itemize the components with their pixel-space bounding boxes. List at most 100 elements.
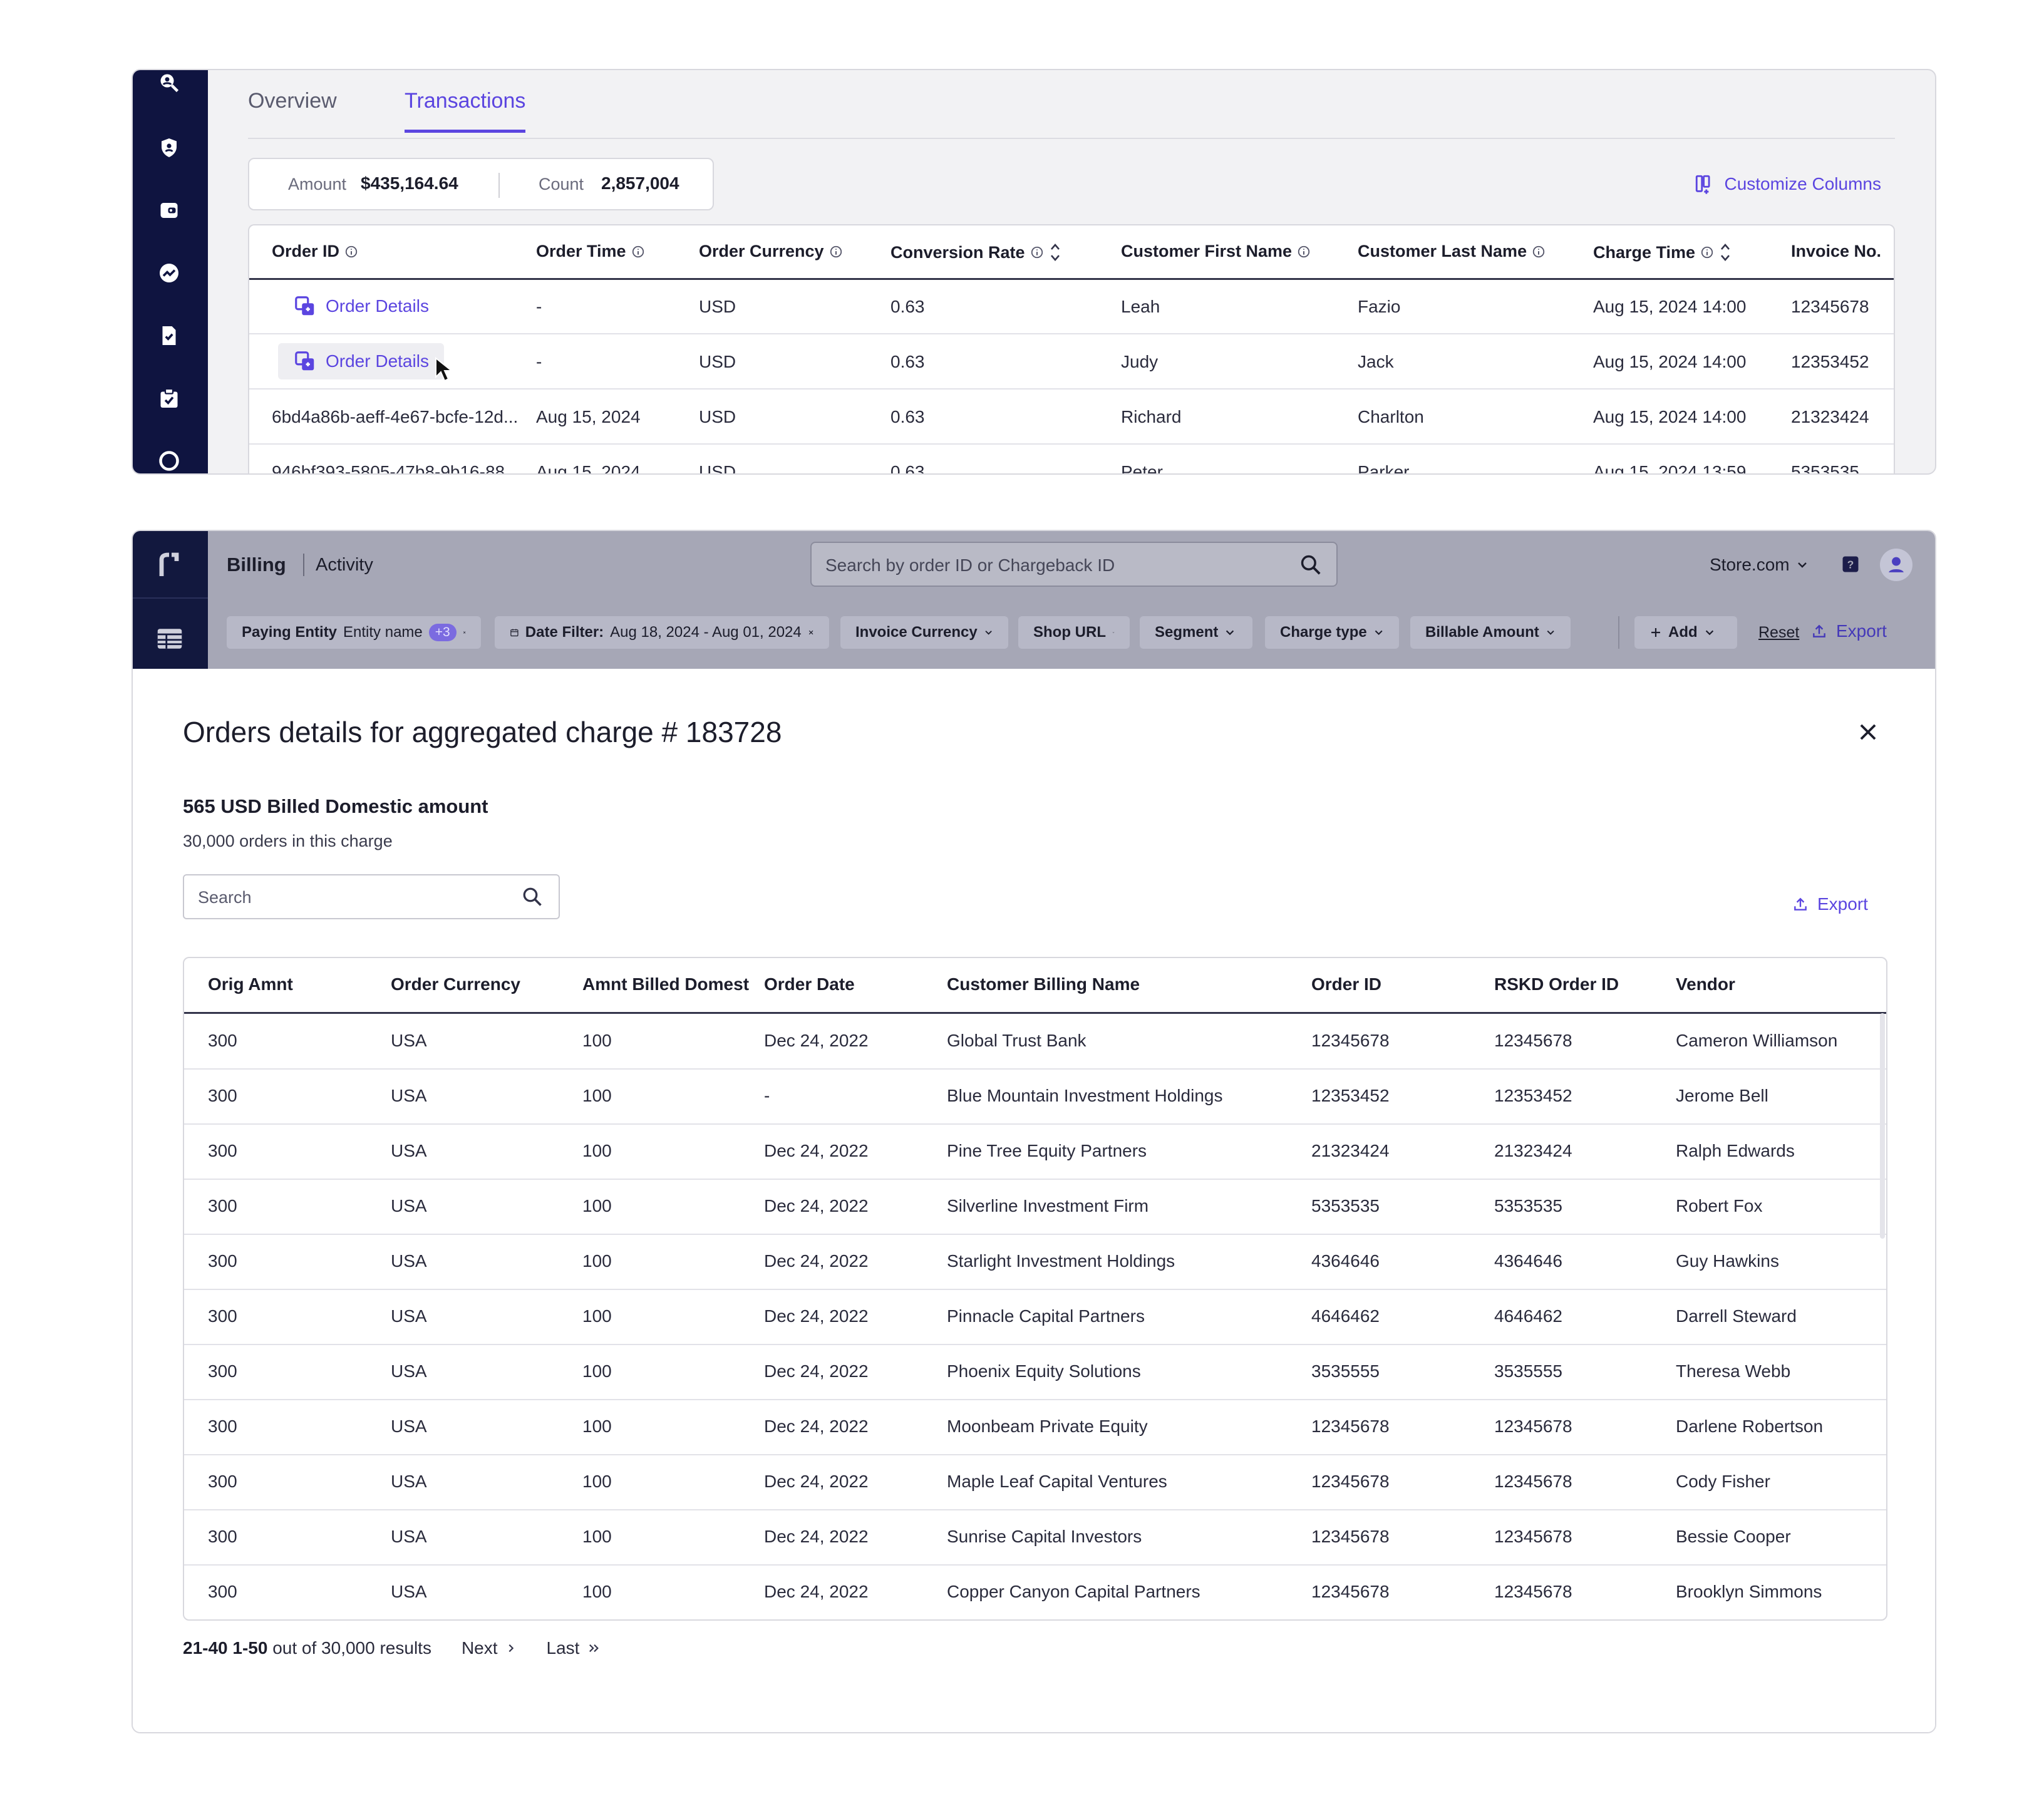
- next-page-button[interactable]: Next: [462, 1638, 517, 1658]
- add-filter-button[interactable]: Add: [1634, 616, 1737, 649]
- table-row[interactable]: 300 USA 100 - Blue Mountain Investment Holdi…: [184, 1068, 1886, 1125]
- cell-rskd-order-id: 4646462: [1494, 1306, 1563, 1326]
- title-divider: [303, 554, 304, 576]
- billable-amount-dropdown[interactable]: Billable Amount: [1410, 616, 1571, 649]
- last-page-button[interactable]: Last: [547, 1638, 602, 1658]
- cell-rate: 0.63: [890, 352, 925, 371]
- table-icon[interactable]: [157, 627, 183, 650]
- toolbar-divider: [1618, 616, 1619, 649]
- col-order-time[interactable]: Order Time: [536, 242, 645, 261]
- table-row[interactable]: 946bf393-5805-47b8-9b16-88... Aug 15, 20…: [249, 445, 1894, 475]
- col-order-id[interactable]: Order ID: [272, 242, 358, 261]
- cell-order-id: 4364646: [1311, 1251, 1380, 1271]
- cell-order-id[interactable]: 946bf393-5805-47b8-9b16-88...: [272, 462, 520, 475]
- cell-amnt-billed: 100: [582, 1361, 612, 1381]
- table-row[interactable]: 300 USA 100 Dec 24, 2022 Sunrise Capital Inv…: [184, 1509, 1886, 1566]
- amount-label: Amount: [288, 175, 347, 194]
- cell-rskd-order-id: 12345678: [1494, 1527, 1572, 1546]
- table-row[interactable]: 300 USA 100 Dec 24, 2022 Global Trust Bank 12…: [184, 1013, 1886, 1070]
- paying-entity-filter[interactable]: Paying Entity Entity name +3: [227, 616, 481, 649]
- orders-count: 30,000 orders in this charge: [183, 832, 393, 850]
- date-filter[interactable]: Date Filter: Aug 18, 2024 - Aug 01, 2024: [495, 616, 829, 649]
- table-row[interactable]: 300 USA 100 Dec 24, 2022 Phoenix Equity Solu…: [184, 1344, 1886, 1400]
- cell-amnt-billed: 100: [582, 1417, 612, 1436]
- table-row[interactable]: 300 USA 100 Dec 24, 2022 Moonbeam Private Eq…: [184, 1399, 1886, 1455]
- modal-search-input[interactable]: [197, 884, 500, 911]
- export-button-top[interactable]: Export: [1811, 621, 1887, 641]
- order-details-link[interactable]: Order Details: [278, 343, 444, 379]
- shield-icon[interactable]: [158, 137, 180, 159]
- table-row[interactable]: 300 USA 100 Dec 24, 2022 Silverline Investme…: [184, 1179, 1886, 1235]
- cell-amnt-billed: 100: [582, 1472, 612, 1491]
- reset-link[interactable]: Reset: [1758, 624, 1800, 641]
- cell-orig-amnt: 300: [208, 1306, 237, 1326]
- col-customer-billing-name[interactable]: Customer Billing Name: [947, 974, 1140, 994]
- cell-order-date: -: [764, 1086, 770, 1105]
- table-row[interactable]: 300 USA 100 Dec 24, 2022 Maple Leaf Capital …: [184, 1454, 1886, 1510]
- close-icon[interactable]: [1856, 720, 1880, 744]
- cell-billing-name: Starlight Investment Holdings: [947, 1251, 1175, 1271]
- close-icon[interactable]: [808, 627, 814, 638]
- cell-vendor: Jerome Bell: [1676, 1086, 1768, 1105]
- tab-transactions[interactable]: Transactions: [405, 89, 526, 133]
- trend-chart-icon[interactable]: [158, 262, 180, 284]
- cell-order-id[interactable]: 6bd4a86b-aeff-4e67-bcfe-12d...: [272, 407, 519, 426]
- customize-columns-button[interactable]: Customize Columns: [1694, 173, 1881, 195]
- col-customer-first-name[interactable]: Customer First Name: [1121, 242, 1311, 261]
- col-order-currency[interactable]: Order Currency: [391, 974, 520, 994]
- col-customer-last-name[interactable]: Customer Last Name: [1358, 242, 1546, 261]
- col-amnt-billed-domest[interactable]: Amnt Billed Domest: [582, 974, 750, 994]
- col-invoice-no[interactable]: Invoice No.: [1791, 242, 1882, 261]
- cell-charge-time: Aug 15, 2024 14:00: [1593, 407, 1747, 426]
- help-icon[interactable]: ?: [1841, 555, 1860, 574]
- tab-bar: Overview Transactions: [248, 70, 1895, 139]
- col-orig-amnt[interactable]: Orig Amnt: [208, 974, 293, 994]
- cell-orig-amnt: 300: [208, 1086, 237, 1105]
- col-order-date[interactable]: Order Date: [764, 974, 855, 994]
- col-order-currency[interactable]: Order Currency: [699, 242, 843, 261]
- col-charge-time[interactable]: Charge Time: [1593, 242, 1732, 263]
- segment-dropdown[interactable]: Segment: [1140, 616, 1252, 649]
- document-check-icon[interactable]: [158, 324, 180, 347]
- search-icon[interactable]: [521, 885, 544, 908]
- shop-url-dropdown[interactable]: Shop URL: [1018, 616, 1130, 649]
- avatar[interactable]: [1880, 549, 1912, 581]
- cell-amnt-billed: 100: [582, 1086, 612, 1105]
- close-icon[interactable]: [463, 627, 466, 638]
- info-icon: [345, 245, 358, 257]
- circle-icon[interactable]: [158, 450, 180, 472]
- col-order-id[interactable]: Order ID: [1311, 974, 1382, 994]
- info-icon: [1701, 246, 1713, 259]
- global-search-input[interactable]: Search by order ID or Chargeback ID: [810, 542, 1338, 587]
- cell-orig-amnt: 300: [208, 1582, 237, 1601]
- table-row[interactable]: 300 USA 100 Dec 24, 2022 Pine Tree Equity Pa…: [184, 1123, 1886, 1180]
- store-selector[interactable]: Store.com: [1710, 555, 1809, 575]
- clipboard-check-icon[interactable]: [158, 387, 180, 410]
- table-row[interactable]: 300 USA 100 Dec 24, 2022 Copper Canyon Capit…: [184, 1564, 1886, 1619]
- export-button[interactable]: Export: [1792, 894, 1868, 914]
- table-row[interactable]: Order Details - USD 0.63 Leah Fazio Aug …: [249, 279, 1894, 334]
- col-rskd-order-id[interactable]: RSKD Order ID: [1494, 974, 1619, 994]
- chevron-down-icon: [985, 631, 992, 635]
- table-row[interactable]: 6bd4a86b-aeff-4e67-bcfe-12d... Aug 15, 2…: [249, 390, 1894, 445]
- cell-vendor: Theresa Webb: [1676, 1361, 1791, 1381]
- sort-icon: [1721, 244, 1730, 261]
- col-conversion-rate[interactable]: Conversion Rate: [890, 242, 1061, 263]
- cell-currency: USD: [699, 462, 736, 475]
- search-user-icon[interactable]: [158, 71, 180, 94]
- search-icon[interactable]: [1299, 553, 1323, 577]
- order-details-link[interactable]: Order Details: [278, 288, 444, 324]
- cell-first-name: Leah: [1121, 297, 1160, 316]
- table-row[interactable]: 300 USA 100 Dec 24, 2022 Pinnacle Capital Pa…: [184, 1289, 1886, 1345]
- col-vendor[interactable]: Vendor: [1676, 974, 1735, 994]
- calendar-icon: [510, 629, 519, 637]
- scrollbar[interactable]: [1880, 1013, 1885, 1239]
- cell-rskd-order-id: 12345678: [1494, 1582, 1572, 1601]
- wallet-icon[interactable]: [158, 199, 180, 222]
- tab-overview[interactable]: Overview: [248, 89, 337, 113]
- app-subtitle[interactable]: Activity: [316, 555, 373, 575]
- table-row[interactable]: 300 USA 100 Dec 24, 2022 Starlight Investmen…: [184, 1234, 1886, 1290]
- table-row[interactable]: Order Details - USD 0.63 Judy Jack Aug 1…: [249, 334, 1894, 390]
- invoice-currency-dropdown[interactable]: Invoice Currency: [840, 616, 1008, 649]
- charge-type-dropdown[interactable]: Charge type: [1265, 616, 1399, 649]
